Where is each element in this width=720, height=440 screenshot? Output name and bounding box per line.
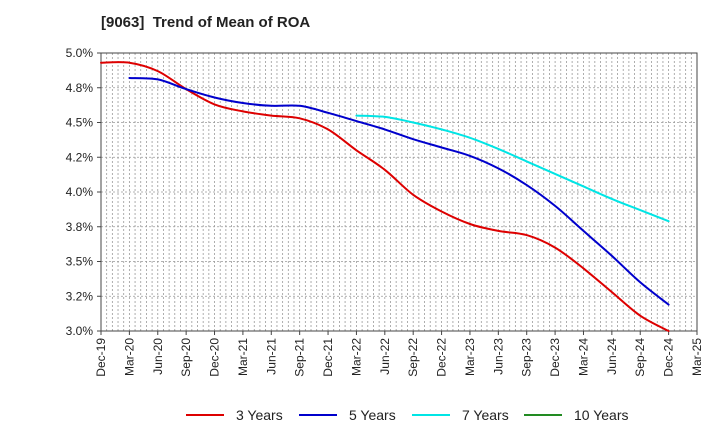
y-tick-label: 4.0% (66, 185, 94, 199)
series-line-5-years (128, 77, 670, 306)
y-tick-label: 4.5% (66, 116, 94, 130)
x-tick-label: Dec-23 (548, 338, 562, 377)
x-tick-label: Sep-21 (293, 338, 307, 377)
x-tick-label: Sep-23 (520, 338, 534, 377)
x-tick-label: Sep-20 (179, 338, 193, 377)
x-tick-label: Jun-24 (605, 338, 619, 375)
x-tick-label: Jun-22 (378, 338, 392, 375)
x-tick-label: Dec-19 (94, 338, 108, 377)
y-tick-label: 3.5% (66, 255, 94, 269)
x-tick-label: Mar-21 (236, 338, 250, 376)
legend: 3 Years 5 Years 7 Years 10 Years (0, 404, 720, 426)
axes: 3.0% 3.2% 3.5% 3.8% 4.0% 4.2% 4.5% 4.8% 5.0% Dec-… (66, 46, 704, 377)
x-tick-label: Mar-25 (690, 338, 704, 376)
legend-label: 7 Years (462, 407, 509, 423)
x-tick-label: Mar-24 (576, 338, 590, 376)
series-lines (100, 61, 670, 332)
legend-swatch (299, 414, 337, 416)
x-tick-label: Dec-20 (208, 338, 222, 377)
legend-swatch (524, 414, 562, 416)
x-tick-label: Sep-22 (406, 338, 420, 377)
y-tick-label: 3.8% (66, 220, 94, 234)
legend-label: 5 Years (349, 407, 396, 423)
y-tick-label: 3.2% (66, 289, 94, 303)
x-tick-label: Dec-22 (435, 338, 449, 377)
x-tick-label: Mar-23 (463, 338, 477, 376)
x-tick-label: Dec-21 (321, 338, 335, 377)
legend-label: 3 Years (236, 407, 283, 423)
x-tick-label: Sep-24 (633, 338, 647, 377)
legend-swatch (186, 414, 224, 416)
legend-label: 10 Years (574, 407, 629, 423)
x-tick-label: Jun-21 (264, 338, 278, 375)
series-line-3-years (100, 61, 670, 332)
x-tick-label: Jun-23 (491, 338, 505, 375)
y-tick-label: 5.0% (66, 46, 94, 60)
chart-title: [9063] Trend of Mean of ROA (101, 14, 311, 31)
y-tick-label: 4.8% (66, 81, 94, 95)
x-tick-label: Jun-20 (151, 338, 165, 375)
legend-item-5-years: 5 Years (299, 404, 396, 426)
y-tick-label: 3.0% (66, 324, 94, 338)
legend-item-10-years: 10 Years (524, 404, 629, 426)
x-tick-label: Dec-24 (662, 338, 676, 377)
x-tick-label: Mar-22 (349, 338, 363, 376)
legend-item-7-years: 7 Years (412, 404, 509, 426)
legend-item-3-years: 3 Years (186, 404, 283, 426)
series-line-7-years (355, 114, 670, 223)
legend-swatch (412, 414, 450, 416)
x-tick-label: Mar-20 (122, 338, 136, 376)
y-tick-label: 4.2% (66, 150, 94, 164)
